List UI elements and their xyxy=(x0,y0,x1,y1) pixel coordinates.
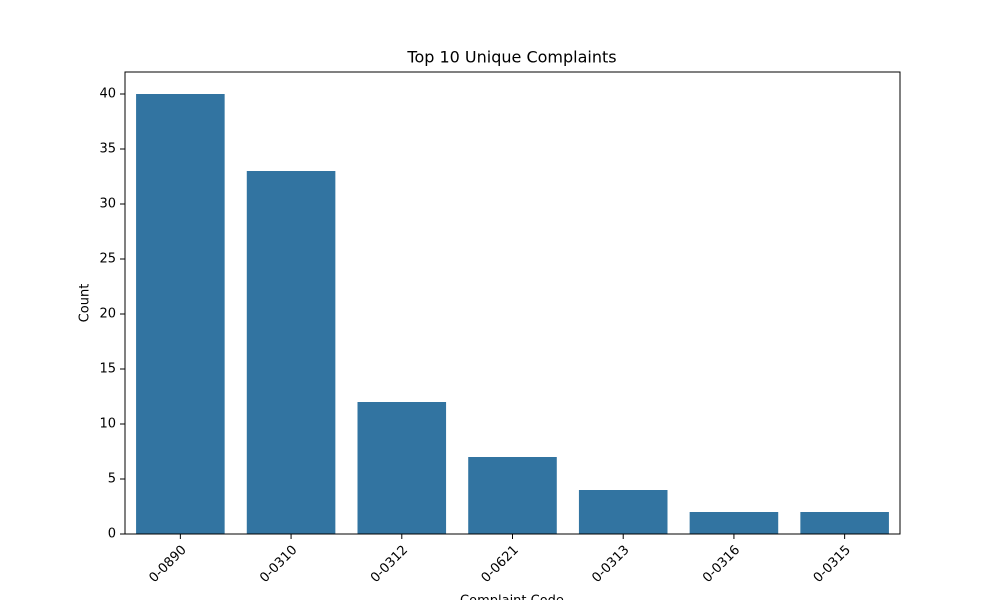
bar xyxy=(357,402,447,534)
x-tick-label: 0-0316 xyxy=(700,543,743,586)
y-tick-label: 35 xyxy=(99,142,116,157)
x-tick-label: 0-0315 xyxy=(811,543,854,586)
bar xyxy=(468,457,557,534)
plot-frame xyxy=(124,71,901,535)
x-axis-label: Complaint Code xyxy=(460,594,564,600)
y-tick-label: 10 xyxy=(99,417,116,432)
y-tick-label: 40 xyxy=(99,87,116,102)
y-tick-label: 30 xyxy=(99,197,116,212)
bar xyxy=(136,94,225,534)
y-tick-label: 25 xyxy=(99,252,116,267)
y-tick-label: 20 xyxy=(99,307,116,322)
bar xyxy=(689,512,779,534)
bar xyxy=(578,490,668,534)
bar xyxy=(800,512,889,534)
bar xyxy=(246,171,336,534)
chart-title: Top 10 Unique Complaints xyxy=(406,48,616,67)
x-tick-label: 0-0890 xyxy=(146,543,189,586)
y-tick-label: 5 xyxy=(108,472,116,487)
x-tick-label: 0-0310 xyxy=(257,543,300,586)
x-tick-label: 0-0313 xyxy=(589,543,632,586)
x-tick-label: 0-0312 xyxy=(368,543,411,586)
x-tick-label: 0-0621 xyxy=(479,543,522,586)
y-tick-label: 0 xyxy=(108,527,116,542)
y-tick-label: 15 xyxy=(99,362,116,377)
y-axis-label: Count xyxy=(78,284,93,323)
